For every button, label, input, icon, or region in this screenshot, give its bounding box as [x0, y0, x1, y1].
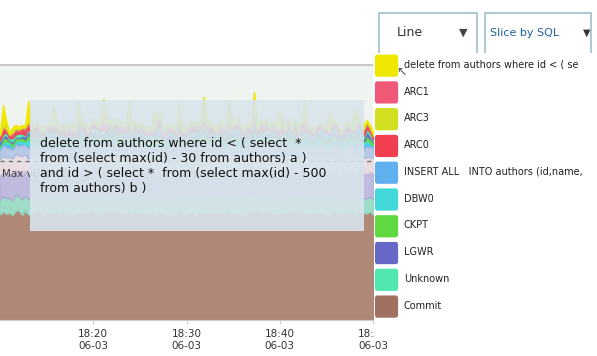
Text: delete from authors where id < ( select  *
from (select max(id) - 30 from author: delete from authors where id < ( select …	[40, 137, 327, 194]
FancyBboxPatch shape	[375, 215, 398, 237]
Text: ARC3: ARC3	[404, 113, 429, 123]
FancyBboxPatch shape	[375, 188, 398, 211]
FancyBboxPatch shape	[375, 162, 398, 184]
FancyBboxPatch shape	[485, 13, 592, 55]
Text: INSERT ALL   INTO authors (id,name,: INSERT ALL INTO authors (id,name,	[404, 167, 583, 177]
Text: CKPT: CKPT	[404, 220, 429, 230]
FancyBboxPatch shape	[375, 108, 398, 130]
Text: ARC1: ARC1	[404, 87, 429, 96]
FancyBboxPatch shape	[375, 269, 398, 291]
Text: Unknown: Unknown	[404, 274, 449, 284]
Text: ↖: ↖	[396, 66, 407, 78]
FancyBboxPatch shape	[375, 54, 398, 77]
Text: LGWR: LGWR	[404, 247, 433, 257]
FancyBboxPatch shape	[375, 81, 398, 104]
FancyBboxPatch shape	[375, 135, 398, 157]
Text: delete from authors where id < ( se: delete from authors where id < ( se	[404, 60, 578, 70]
Text: Line: Line	[397, 26, 423, 39]
FancyBboxPatch shape	[375, 242, 398, 264]
FancyBboxPatch shape	[375, 295, 398, 318]
Text: Slice by SQL: Slice by SQL	[490, 28, 559, 38]
Text: Max vCPU: 2: Max vCPU: 2	[2, 169, 67, 179]
Text: DBW0: DBW0	[404, 194, 433, 204]
Text: ▼: ▼	[459, 28, 467, 38]
Text: ARC0: ARC0	[404, 140, 429, 150]
FancyBboxPatch shape	[379, 13, 476, 55]
Text: Commit: Commit	[404, 301, 442, 311]
Text: ▼: ▼	[583, 28, 590, 38]
